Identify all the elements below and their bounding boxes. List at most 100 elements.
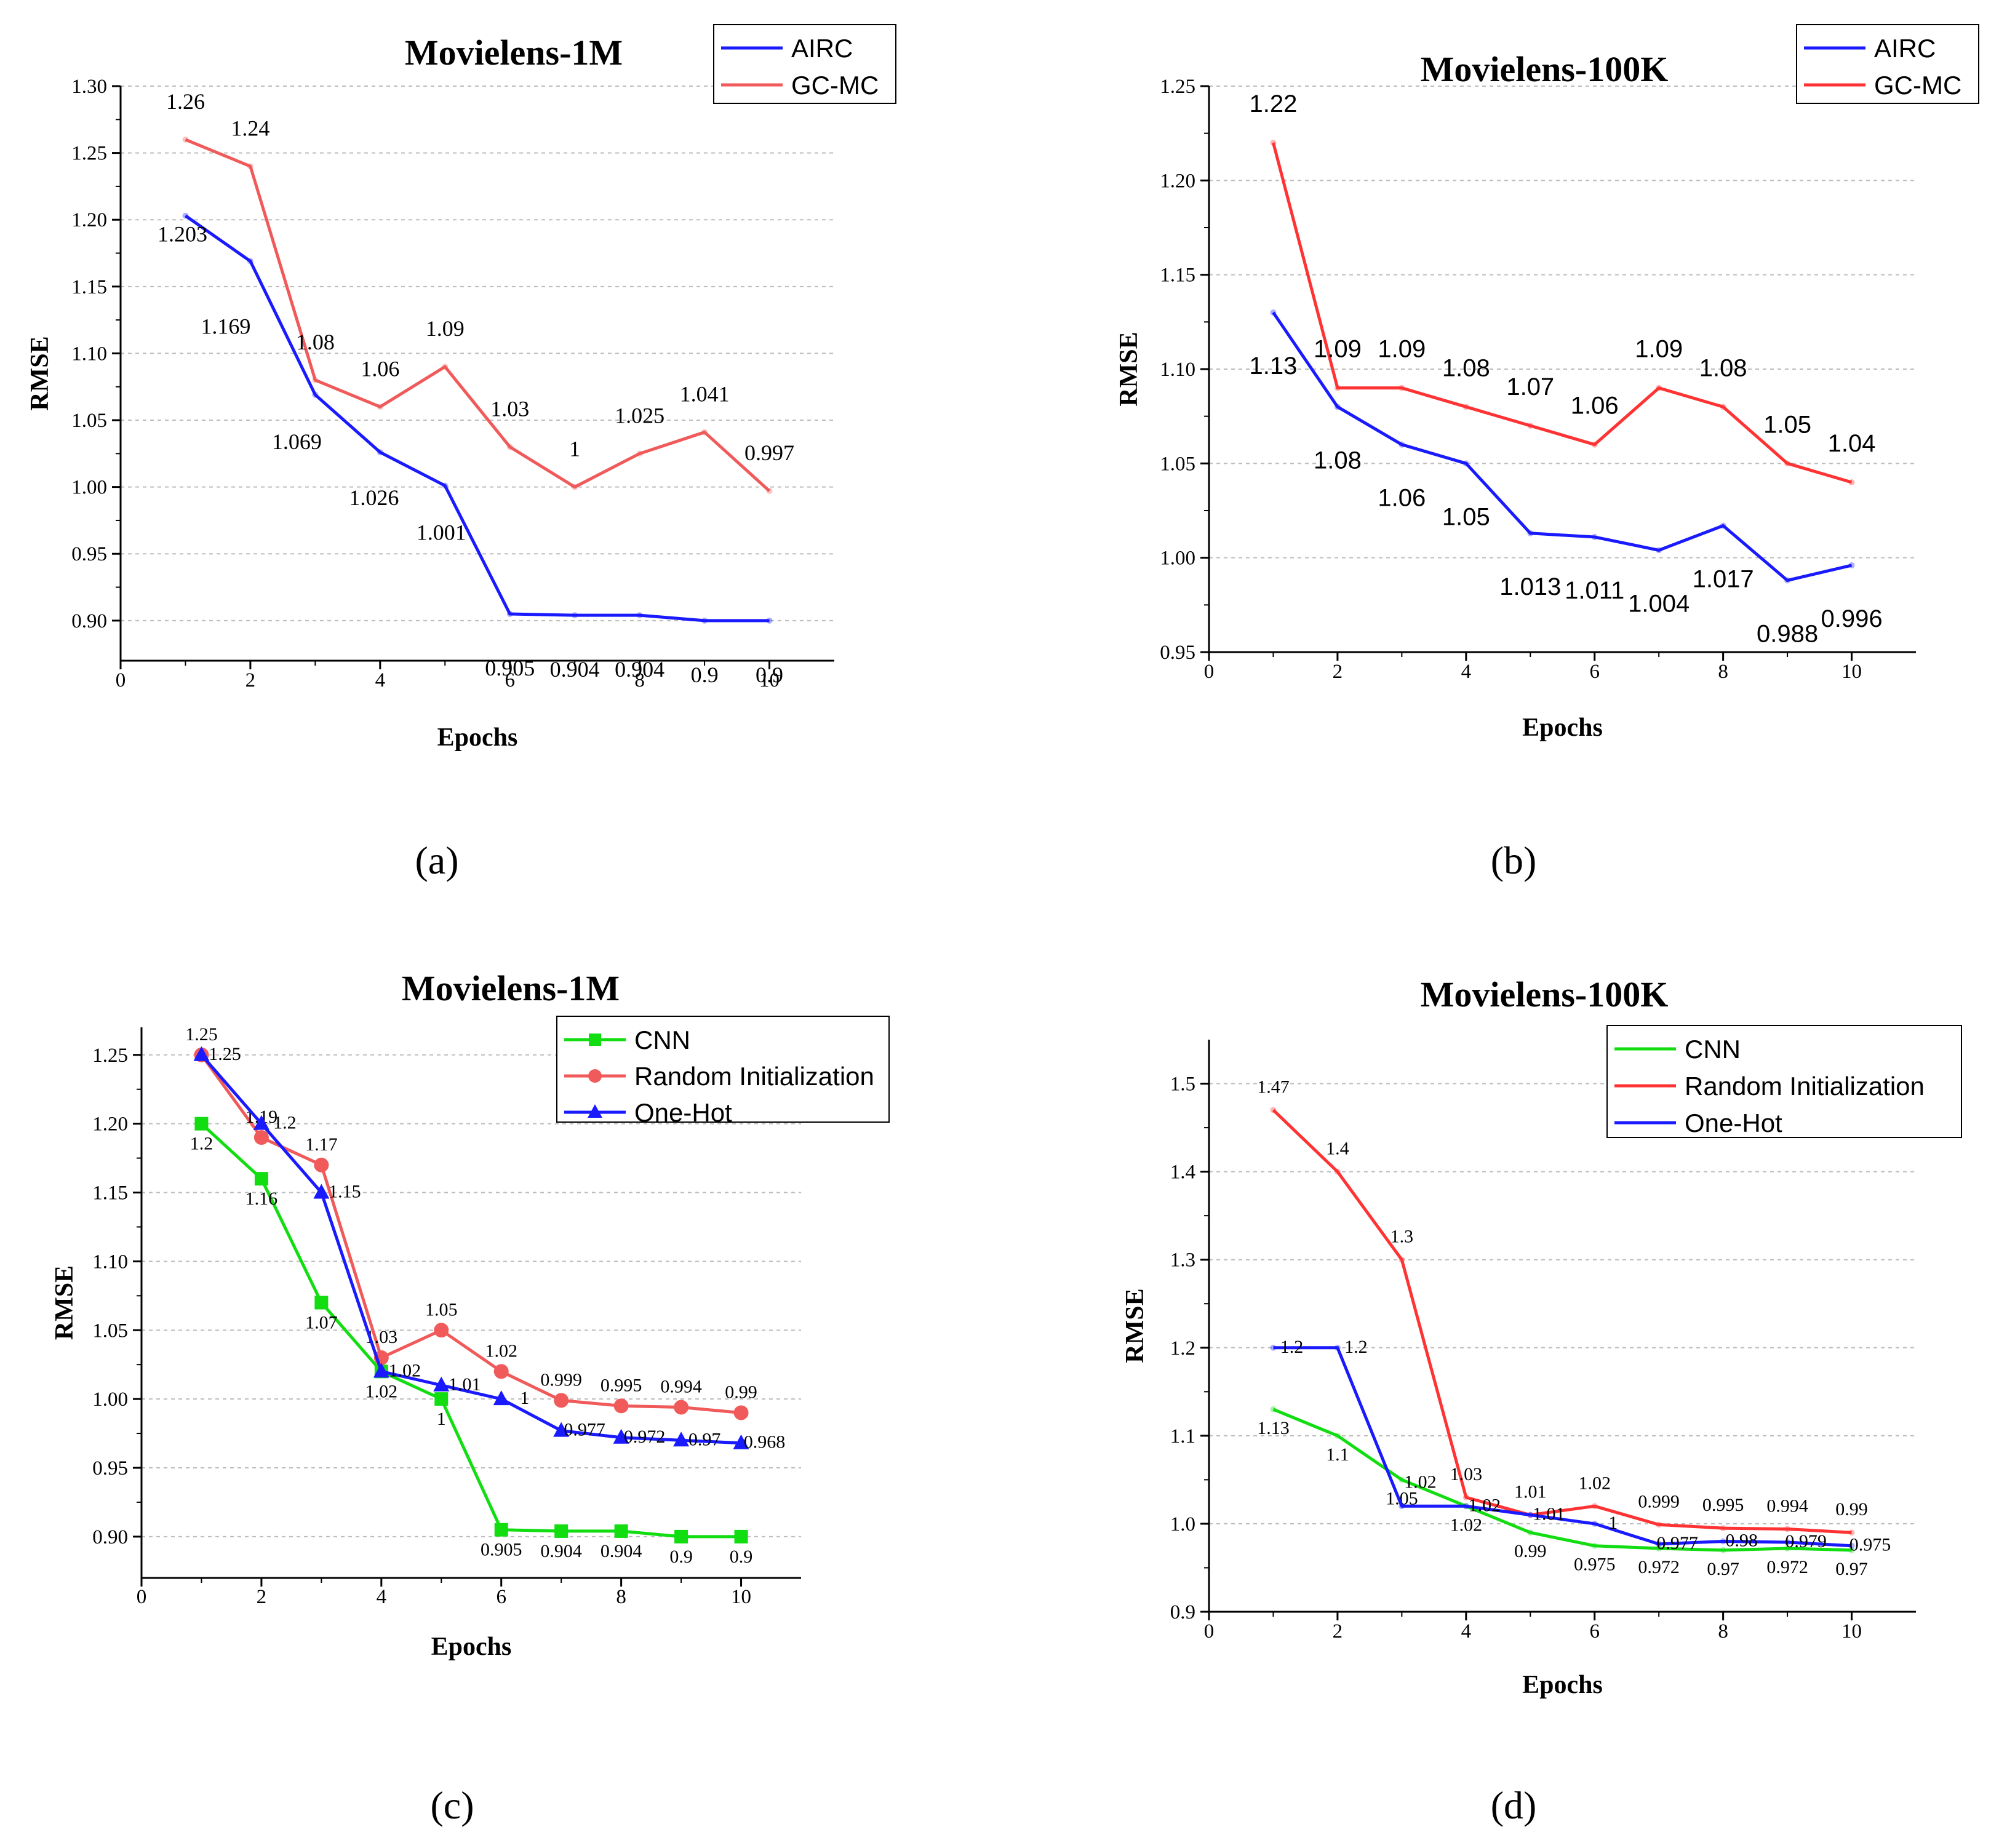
legend-marker [588,1069,602,1083]
data-label: 1.02 [1469,1495,1501,1515]
data-label: 1.06 [1571,392,1619,420]
data-point [673,1432,690,1447]
data-point [1784,460,1791,467]
data-label: 0.977 [1656,1533,1698,1553]
data-point [733,1405,749,1420]
data-point [1462,460,1469,467]
data-point [1656,547,1662,554]
data-point [1398,1476,1405,1483]
data-point [314,1157,329,1173]
legend-label: CNN [634,1026,690,1054]
data-label: 1.09 [426,316,465,341]
data-point [312,391,319,398]
legend-marker [588,1104,602,1118]
data-label: 0.9 [669,1547,693,1567]
data-label: 0.97 [688,1429,721,1449]
x-axis-label: Epochs [1522,1671,1603,1699]
data-label: 0.905 [485,656,535,680]
data-label: 0.972 [624,1427,666,1447]
data-label: 1 [1608,1513,1618,1533]
data-label: 0.99 [1514,1541,1547,1561]
data-point [1591,1503,1598,1510]
data-point [1398,1503,1405,1510]
y-axis-label: RMSE [26,336,54,410]
data-point [194,1117,209,1131]
series-line [200,1054,741,1445]
x-tick-label: 2 [1333,661,1343,683]
x-tick-label: 8 [1718,661,1728,683]
data-label: 1.13 [1250,352,1298,380]
data-point [1527,423,1534,429]
data-point [1398,441,1405,448]
data-point [614,1524,628,1538]
data-point [1270,1107,1277,1113]
y-tick-label: 1.10 [71,343,107,365]
data-label: 1.16 [245,1189,278,1209]
chart-title: Movielens-100K [1421,49,1669,89]
y-tick-label: 0.9 [1170,1601,1195,1623]
data-point [1720,1538,1726,1545]
data-label: 0.99 [725,1382,757,1403]
legend-box [713,24,896,104]
y-axis-label: RMSE [50,1265,79,1340]
x-tick-label: 10 [759,669,780,691]
data-label: 1.4 [1326,1139,1349,1159]
data-point [1591,1520,1598,1527]
data-point [493,1364,509,1379]
panel-caption: (c) [430,1783,474,1827]
data-point [1656,384,1662,391]
data-label: 1.08 [296,330,335,354]
legend: AIRC GC-MC [1796,24,1979,104]
data-label: 1.017 [1693,566,1754,593]
data-label: 1.08 [1314,447,1362,474]
data-label: 1.09 [1314,336,1362,363]
data-point [314,1296,329,1310]
data-label: 1.04 [1828,430,1876,457]
legend-label: AIRC [791,34,853,63]
y-tick-label: 1.15 [92,1182,128,1205]
data-point [1720,522,1726,529]
data-label: 0.988 [1757,620,1818,647]
series-line [1272,1109,1852,1534]
data-point [1270,140,1277,146]
data-label: 0.97 [1707,1559,1739,1579]
data-point [1848,1547,1855,1553]
data-label: 0.995 [600,1375,642,1395]
data-label: 0.996 [1821,605,1882,632]
data-label: 1.203 [158,222,207,247]
data-point [494,1523,508,1537]
x-tick-label: 2 [257,1586,267,1608]
data-label: 0.9 [691,663,719,687]
data-label: 1.2 [273,1113,297,1133]
x-tick-label: 8 [1718,1620,1728,1643]
data-point [506,444,513,450]
data-label: 1.004 [1628,590,1690,617]
panel-caption: (d) [1491,1783,1537,1827]
data-label: 1.13 [1257,1418,1290,1438]
data-label: 1.02 [1450,1515,1483,1535]
data-point [313,1184,330,1199]
legend-marker [589,1034,601,1046]
data-point [1334,404,1341,410]
data-label: 1.05 [425,1299,458,1320]
data-point [312,376,319,383]
data-point [1784,1526,1791,1532]
legend-label: One-Hot [1685,1109,1782,1137]
data-label: 1.026 [349,485,399,510]
data-label: 1.05 [1763,411,1811,438]
data-point [182,212,189,219]
data-point [1784,1545,1791,1551]
data-label: 1.25 [209,1044,241,1064]
x-tick-label: 0 [1204,1620,1215,1643]
data-label: 0.994 [1766,1496,1808,1516]
data-label: 1.47 [1257,1077,1290,1097]
data-label: 1.01 [449,1374,481,1395]
data-label: 1.08 [1699,354,1747,381]
y-axis-label: RMSE [1121,1288,1149,1363]
legend-label: GC-MC [1874,71,1961,100]
data-label: 1.01 [1533,1504,1565,1524]
x-tick-label: 2 [245,669,256,691]
y-tick-label: 1.30 [71,76,107,98]
data-label: 1.03 [490,396,529,421]
